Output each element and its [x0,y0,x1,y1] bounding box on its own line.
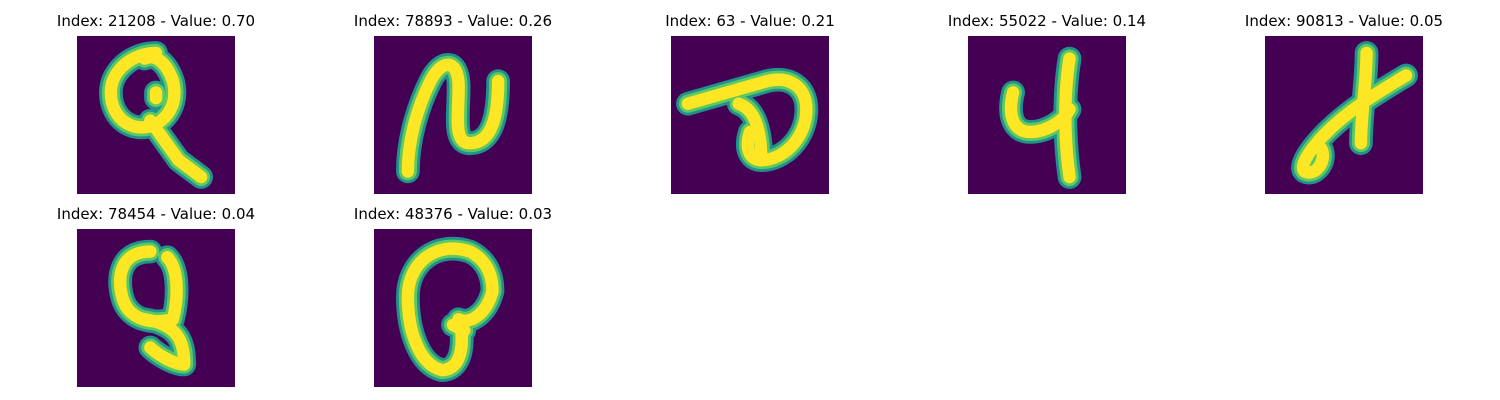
panel-7: Index: 48376 - Value: 0.03 [333,206,573,396]
panel-3: Index: 63 - Value: 0.21 [630,13,870,203]
digit-image [77,36,235,194]
digit-image [1265,36,1423,194]
digit-image [77,229,235,387]
panel-6: Index: 78454 - Value: 0.04 [36,206,276,396]
panel-title: Index: 90813 - Value: 0.05 [1244,12,1444,30]
panel-title: Index: 63 - Value: 0.21 [665,12,835,30]
panel-title: Index: 48376 - Value: 0.03 [353,205,553,223]
panel-2: Index: 78893 - Value: 0.26 [333,13,573,203]
panel-title: Index: 78454 - Value: 0.04 [56,205,256,223]
digit-image [671,36,829,194]
panel-1: Index: 21208 - Value: 0.70 [36,13,276,203]
digit-image [968,36,1126,194]
digit-image [374,36,532,194]
panel-title: Index: 78893 - Value: 0.26 [353,12,553,30]
panel-title: Index: 55022 - Value: 0.14 [947,12,1147,30]
digit-image [374,229,532,387]
panel-title: Index: 21208 - Value: 0.70 [56,12,256,30]
panel-5: Index: 90813 - Value: 0.05 [1224,13,1464,203]
panel-4: Index: 55022 - Value: 0.14 [927,13,1167,203]
